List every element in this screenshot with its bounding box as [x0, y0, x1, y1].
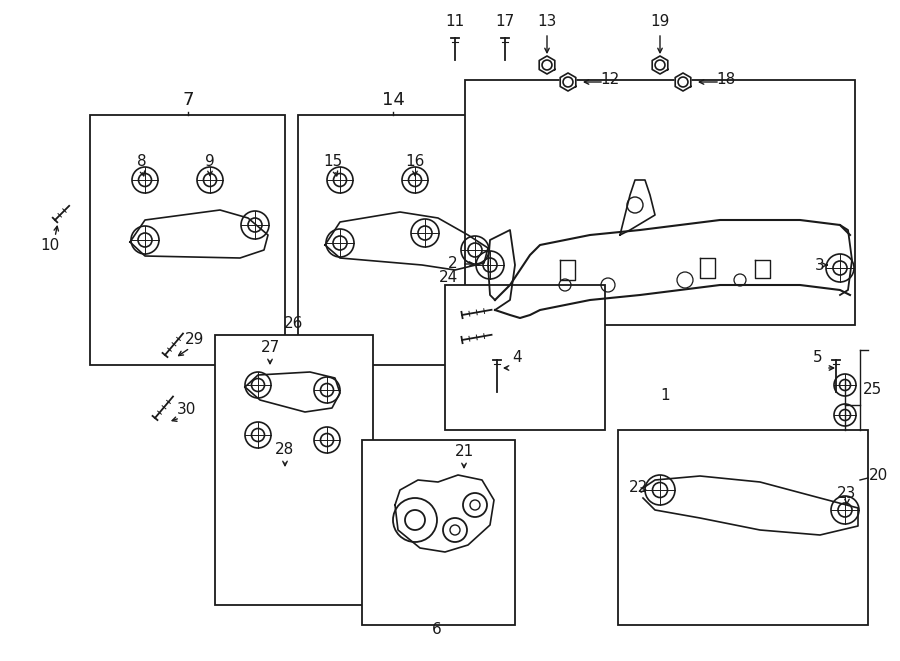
Text: 22: 22 — [628, 481, 648, 496]
Polygon shape — [539, 56, 554, 74]
Text: 3: 3 — [815, 258, 825, 272]
Text: 8: 8 — [137, 155, 147, 169]
Text: 20: 20 — [868, 467, 887, 483]
Text: 10: 10 — [40, 237, 59, 253]
Text: 11: 11 — [446, 15, 464, 30]
Text: 2: 2 — [448, 256, 458, 272]
Text: 28: 28 — [275, 442, 294, 457]
Text: 13: 13 — [537, 15, 557, 30]
Polygon shape — [675, 73, 691, 91]
Text: 21: 21 — [454, 444, 473, 459]
Text: 29: 29 — [185, 332, 204, 348]
Text: 5: 5 — [814, 350, 823, 366]
Polygon shape — [652, 56, 668, 74]
Bar — [445, 285, 605, 430]
Text: 15: 15 — [323, 155, 343, 169]
Text: 24: 24 — [438, 270, 457, 284]
Text: 25: 25 — [863, 383, 883, 397]
Bar — [90, 115, 285, 365]
Bar — [465, 80, 855, 325]
Bar — [362, 440, 515, 625]
Bar — [215, 335, 373, 605]
Text: 1: 1 — [661, 387, 670, 403]
Text: 23: 23 — [837, 485, 857, 500]
Text: 30: 30 — [176, 403, 195, 418]
Text: 19: 19 — [651, 15, 670, 30]
Text: 27: 27 — [260, 340, 280, 356]
Polygon shape — [560, 73, 576, 91]
Text: 26: 26 — [284, 315, 303, 330]
Text: 9: 9 — [205, 155, 215, 169]
Text: 18: 18 — [716, 73, 735, 87]
Text: 14: 14 — [382, 91, 404, 109]
Text: 7: 7 — [182, 91, 194, 109]
Text: 12: 12 — [600, 73, 619, 87]
Text: 4: 4 — [512, 350, 522, 366]
Text: 16: 16 — [405, 155, 425, 169]
Text: 6: 6 — [432, 623, 442, 637]
Bar — [298, 115, 486, 365]
Text: 17: 17 — [495, 15, 515, 30]
Bar — [618, 430, 868, 625]
